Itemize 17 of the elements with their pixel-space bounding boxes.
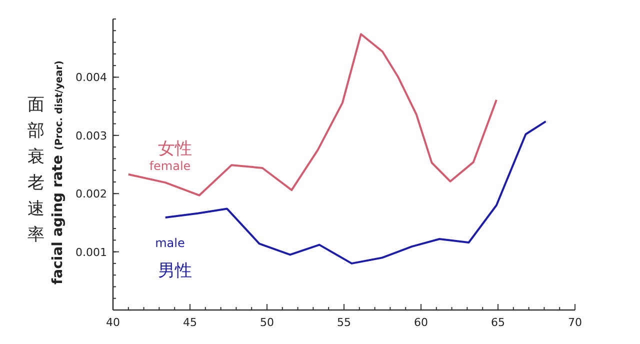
y-tick-label: 0.002 [76,188,107,201]
x-tick-label: 55 [337,316,351,329]
x-tick-label: 60 [414,316,428,329]
y-tick-label: 0.004 [76,71,107,84]
x-tick-label: 45 [183,316,197,329]
series-label: female [149,159,191,173]
x-tick-label: 65 [491,316,505,329]
annotation: 女性 [158,139,192,159]
annotation: 面部衰老速率 [28,95,44,245]
annotation: 男性 [158,261,192,281]
y-tick-label: 0.003 [76,129,107,142]
x-tick-label: 70 [568,316,582,329]
series-label: male [155,236,185,250]
x-tick-label: 50 [260,316,274,329]
y-axis-title: facial aging rate (Proc. dist/year) [50,60,66,284]
x-tick-label: 40 [106,316,120,329]
y-tick-label: 0.001 [76,246,107,259]
